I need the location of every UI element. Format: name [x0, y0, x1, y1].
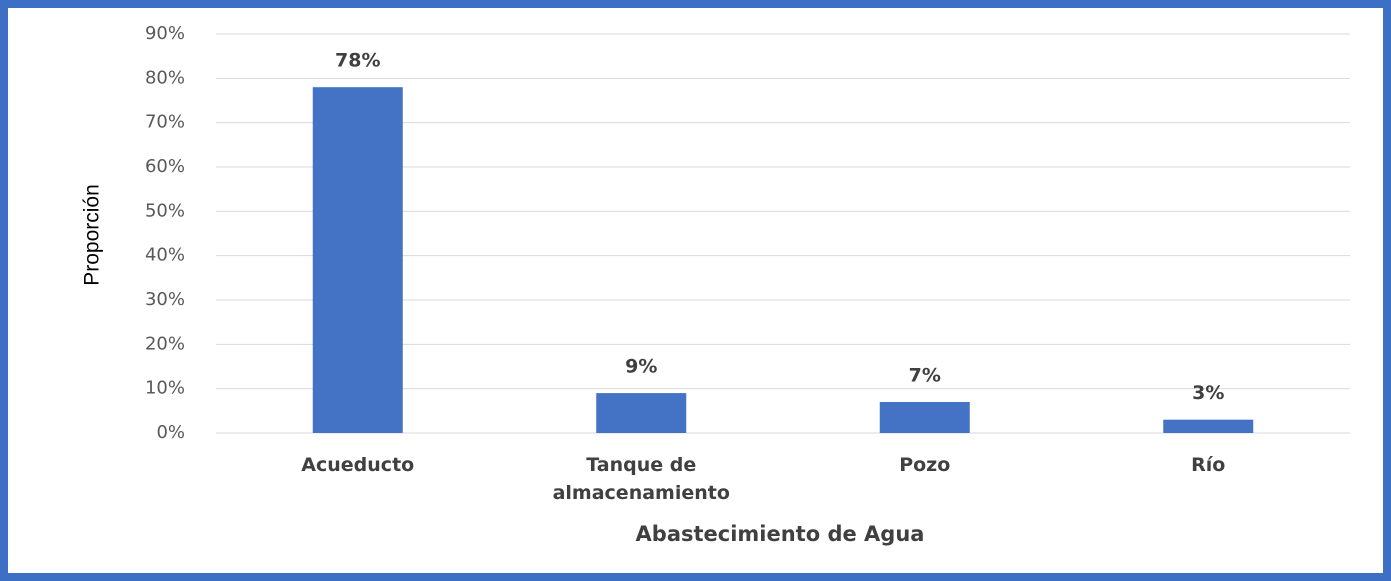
data-label: 3% — [1192, 382, 1224, 404]
y-tick-label: 40% — [145, 245, 185, 266]
y-tick-label: 60% — [145, 156, 185, 177]
data-label: 7% — [909, 364, 941, 386]
bar — [596, 393, 687, 433]
y-tick-label: 10% — [145, 378, 185, 399]
x-tick-label: Tanque de almacenamiento — [552, 454, 730, 504]
x-tick-label: Río — [1191, 454, 1226, 476]
y-tick-label: 90% — [145, 23, 185, 44]
y-tick-label: 80% — [145, 67, 185, 88]
x-tick-label: Pozo — [899, 454, 951, 476]
y-tick-label: 20% — [145, 333, 185, 354]
data-label: 9% — [625, 356, 657, 378]
y-tick-label: 50% — [145, 200, 185, 221]
y-tick-label: 0% — [156, 422, 185, 443]
bar — [879, 401, 970, 433]
y-tick-label: 30% — [145, 289, 185, 310]
data-label: 78% — [335, 50, 380, 72]
x-axis-title: Abastecimiento de Agua — [636, 522, 925, 546]
bar — [1163, 419, 1254, 433]
x-tick-label: Acueducto — [301, 454, 415, 476]
bar — [312, 87, 403, 433]
y-tick-label: 70% — [145, 112, 185, 133]
y-axis-title: Proporción — [81, 184, 104, 286]
